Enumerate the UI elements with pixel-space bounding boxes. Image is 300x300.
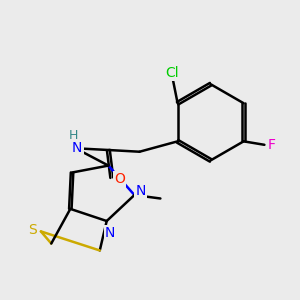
Text: Cl: Cl [166, 66, 179, 80]
Text: N: N [72, 141, 83, 154]
Text: N: N [105, 226, 116, 240]
Text: H: H [69, 129, 78, 142]
Text: S: S [28, 223, 37, 237]
Text: O: O [114, 172, 125, 186]
Text: N: N [136, 184, 146, 198]
Text: F: F [268, 138, 276, 152]
